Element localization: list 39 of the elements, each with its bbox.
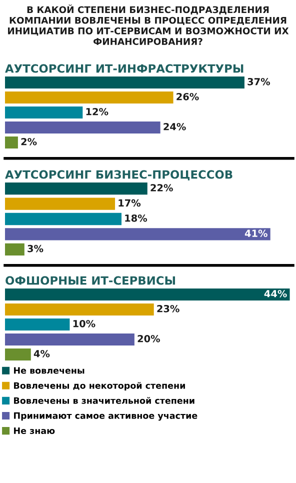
data-label: 26% <box>176 92 199 100</box>
data-label: 17% <box>118 199 141 207</box>
bar <box>5 212 122 226</box>
data-label: 24% <box>164 122 186 130</box>
bar <box>5 198 116 210</box>
data-label: 4% <box>34 350 50 358</box>
bar <box>5 318 70 330</box>
bar <box>5 334 134 346</box>
chart-subtitle: ОФШОРНЫЕ ИТ-СЕРВИСЫ <box>6 276 175 285</box>
bar <box>5 304 154 316</box>
data-label: 20% <box>138 334 160 342</box>
legend-label: Принимают самое активное участие <box>14 412 198 421</box>
data-label: 18% <box>125 214 148 222</box>
bar <box>5 136 18 148</box>
legend-label: Вовлечены в значительной степени <box>14 397 194 404</box>
bar <box>5 106 83 118</box>
bar <box>5 182 148 195</box>
bar <box>5 76 244 88</box>
chart-title: В КАКОЙ СТЕПЕНИ БИЗНЕС-ПОДРАЗДЕЛЕНИЯ КОМПАНИИ ВОВЛЕЧЕНЫ В ПРОЦЕСС ОПРЕДЕЛЕНИЯ ИНИЦИАТИВ ПО ИТ-СЕРВИСАМ И ВОЗМОЖНОСТИ ИХ ФИНАНСИРОВАНИЯ? <box>8 4 289 45</box>
bar <box>5 243 24 256</box>
bar <box>5 92 174 104</box>
data-label: 44% <box>264 290 287 298</box>
data-label: 12% <box>86 108 108 116</box>
data-label: 2% <box>21 138 37 146</box>
data-label: 37% <box>248 78 270 86</box>
chart-subtitle: АУТСОРСИНГ БИЗНЕС-ПРОЦЕССОВ <box>5 170 232 180</box>
bar <box>5 228 270 240</box>
legend-label: Вовлечены до некоторой степени <box>14 382 185 391</box>
data-label: 41% <box>244 230 268 238</box>
data-label: 3% <box>28 244 44 252</box>
data-label: 23% <box>157 304 180 312</box>
chart-subtitle: АУТСОРСИНГ ИТ-ИНФРАСТРУКТУРЫ <box>5 64 244 73</box>
data-label: 22% <box>150 184 173 192</box>
bar <box>5 122 160 134</box>
legend-label: Не знаю <box>14 428 55 434</box>
data-label: 10% <box>73 320 96 328</box>
bar <box>5 348 31 360</box>
bar <box>5 288 290 300</box>
legend-label: Не вовлечены <box>14 367 84 374</box>
